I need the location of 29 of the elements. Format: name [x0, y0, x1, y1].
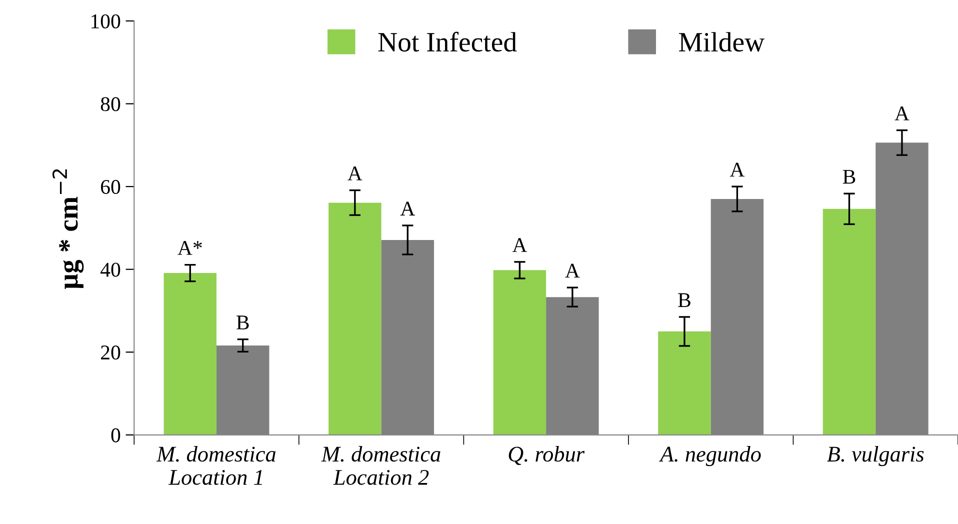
- y-axis-title: µg * cm$^{−2}$: [52, 169, 84, 289]
- data-label: B: [236, 316, 249, 330]
- bar: [822, 208, 876, 435]
- data-label: B: [678, 293, 690, 308]
- bar: [493, 270, 546, 435]
- y-tick-label: 0: [111, 428, 120, 442]
- y-tick-label: 100: [92, 14, 120, 28]
- y-tick-label: 20: [101, 346, 120, 360]
- x-tick-label: M. domestica Location 1: [156, 446, 276, 485]
- data-label: A: [894, 106, 910, 120]
- data-label: A: [400, 202, 416, 216]
- x-tick-label: A. negundo: [659, 446, 761, 466]
- x-tick-label: B. vulgaris: [827, 446, 924, 466]
- data-label: A: [512, 238, 528, 252]
- data-label: A: [565, 264, 580, 278]
- data-label: A: [730, 162, 745, 177]
- bar: [164, 273, 217, 435]
- x-tick-label: M. domestica Location 2: [321, 446, 440, 485]
- y-tick-label: 40: [100, 262, 120, 277]
- bar: [658, 331, 711, 435]
- data-label: A: [348, 166, 362, 180]
- y-tick-label: 80: [100, 97, 120, 112]
- y-tick-label: 60: [100, 180, 120, 194]
- legend-label: Not Infected: [378, 32, 517, 52]
- legend-label: Mildew: [679, 32, 764, 52]
- x-tick-label: Q. robur: [508, 446, 585, 466]
- data-label: B: [842, 170, 856, 184]
- bar: [328, 202, 382, 435]
- data-label: A*: [178, 241, 202, 255]
